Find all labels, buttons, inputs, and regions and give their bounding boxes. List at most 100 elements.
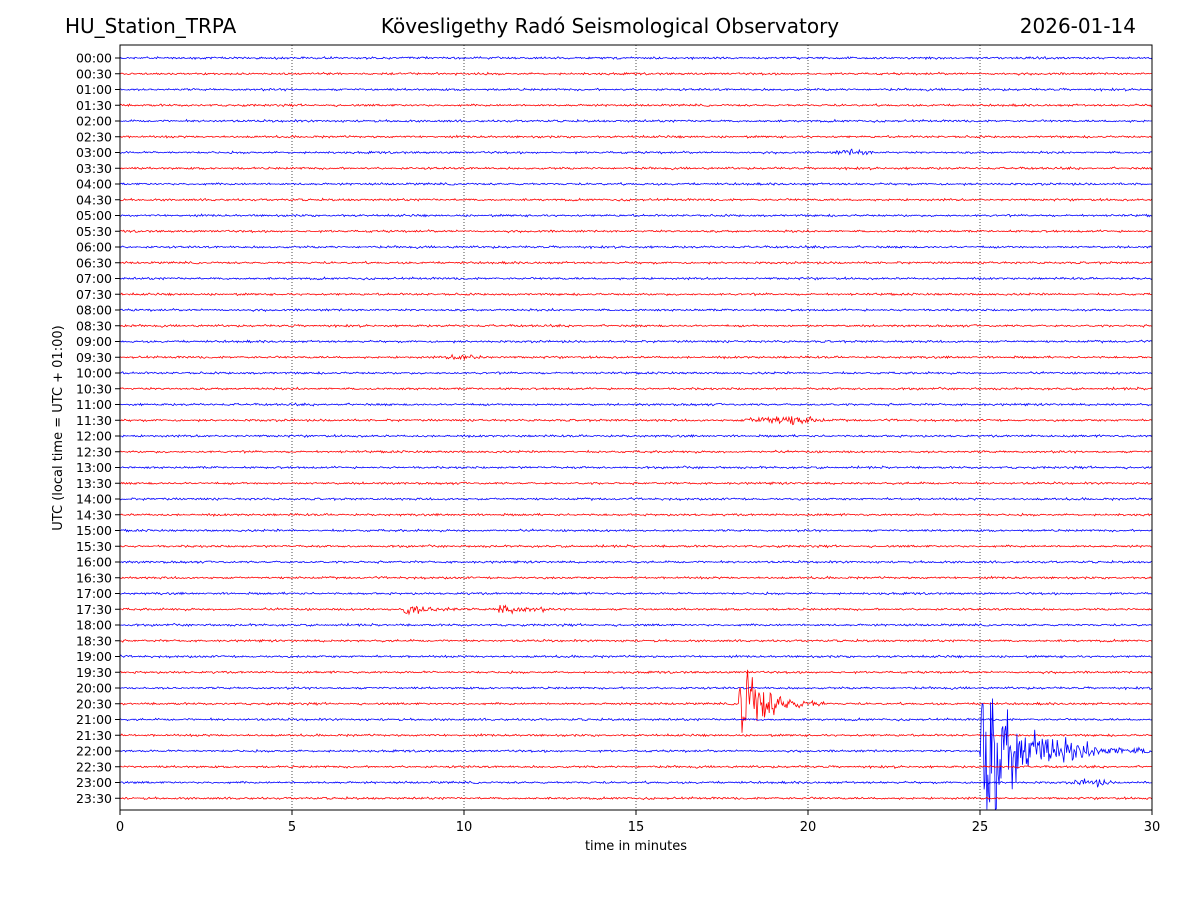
row-time-label: 11:00: [76, 397, 112, 412]
row-time-label: 23:00: [76, 775, 112, 790]
row-time-label: 06:30: [76, 255, 112, 270]
trace-row: [120, 670, 1153, 675]
row-time-label: 01:30: [76, 98, 112, 113]
observatory-title: Kövesligethy Radó Seismological Observat…: [380, 14, 840, 38]
trace-row: [119, 638, 1153, 643]
trace-row: [119, 276, 1153, 281]
trace-row: [119, 591, 1152, 596]
y-axis-label: UTC (local time = UTC + 01:00): [51, 325, 66, 530]
trace-row: [119, 103, 1153, 108]
trace-row: [119, 415, 1153, 426]
trace-row: [119, 323, 1153, 329]
row-time-label: 12:00: [76, 429, 112, 444]
row-time-label: 02:30: [76, 129, 112, 144]
y-tick-layer: 00:0000:3001:0001:3002:0002:3003:0003:30…: [76, 51, 120, 806]
row-time-label: 01:00: [76, 82, 112, 97]
row-time-label: 05:00: [76, 208, 112, 223]
row-time-label: 15:30: [76, 539, 112, 554]
trace-row: [119, 307, 1153, 313]
trace-row: [119, 370, 1153, 376]
trace-row: [119, 796, 1153, 801]
date-title: 2026-01-14: [1019, 14, 1136, 38]
row-time-label: 09:30: [76, 350, 112, 365]
trace-row: [119, 118, 1153, 123]
trace-row: [119, 559, 1153, 565]
trace-row: [119, 71, 1152, 77]
row-time-label: 08:00: [76, 303, 112, 318]
row-time-label: 15:00: [76, 523, 112, 538]
trace-row: [119, 764, 1153, 770]
row-time-label: 13:00: [76, 460, 112, 475]
trace-row: [119, 654, 1153, 659]
x-tick-label: 25: [972, 820, 989, 835]
row-time-label: 05:30: [76, 224, 112, 239]
row-time-label: 21:00: [76, 712, 112, 727]
trace-row: [119, 481, 1153, 486]
trace-row: [119, 166, 1153, 171]
row-time-label: 04:00: [76, 177, 112, 192]
station-title: HU_Station_TRPA: [65, 14, 237, 38]
row-time-label: 11:30: [76, 413, 112, 428]
row-time-label: 07:30: [76, 287, 112, 302]
row-time-label: 02:00: [76, 114, 112, 129]
trace-row: [119, 353, 1153, 361]
row-time-label: 04:30: [76, 192, 112, 207]
row-time-label: 19:00: [76, 649, 112, 664]
row-time-label: 00:30: [76, 66, 112, 81]
trace-row: [119, 512, 1153, 517]
trace-row: [119, 244, 1153, 250]
trace-row: [119, 433, 1153, 439]
trace-row: [119, 181, 1153, 187]
row-time-label: 16:30: [76, 570, 112, 585]
row-time-label: 20:30: [76, 696, 112, 711]
trace-row: [119, 497, 1153, 502]
row-time-label: 21:30: [76, 728, 112, 743]
x-tick-label: 5: [288, 820, 296, 835]
trace-row: [119, 386, 1153, 391]
x-axis-label: time in minutes: [585, 839, 687, 854]
trace-row: [119, 402, 1153, 407]
row-time-label: 12:30: [76, 444, 112, 459]
row-time-label: 16:00: [76, 555, 112, 570]
row-time-label: 03:30: [76, 161, 112, 176]
trace-row: [119, 292, 1153, 297]
row-time-label: 10:00: [76, 366, 112, 381]
row-time-label: 06:00: [76, 240, 112, 255]
trace-row: [119, 732, 1153, 738]
trace-row: [119, 229, 1153, 234]
x-tick-label: 20: [800, 820, 817, 835]
row-time-label: 03:00: [76, 145, 112, 160]
trace-row: [119, 55, 1153, 61]
row-time-label: 17:30: [76, 602, 112, 617]
x-tick-label: 30: [1144, 820, 1161, 835]
trace-row: [119, 465, 1153, 470]
row-time-label: 20:00: [76, 681, 112, 696]
trace-row: [119, 543, 1153, 549]
row-time-label: 22:30: [76, 759, 112, 774]
trace-row: [119, 604, 1152, 616]
trace-row: [119, 717, 1153, 722]
row-time-label: 23:30: [76, 791, 112, 806]
trace-row: [119, 449, 1153, 454]
trace-row: [119, 148, 1153, 156]
row-time-label: 10:30: [76, 381, 112, 396]
trace-row: [119, 778, 1153, 788]
row-time-label: 17:00: [76, 586, 112, 601]
row-time-label: 14:00: [76, 492, 112, 507]
row-time-label: 18:30: [76, 633, 112, 648]
row-time-label: 00:00: [76, 51, 112, 66]
row-time-label: 19:30: [76, 665, 112, 680]
trace-layer: [119, 55, 1153, 810]
trace-row: [119, 685, 1152, 691]
trace-row: [119, 197, 1153, 202]
row-time-label: 13:30: [76, 476, 112, 491]
x-tick-label: 10: [456, 820, 473, 835]
trace-row: [119, 213, 1153, 218]
row-time-label: 08:30: [76, 318, 112, 333]
trace-row: [119, 339, 1153, 344]
row-time-label: 18:00: [76, 618, 112, 633]
x-tick-label: 15: [628, 820, 645, 835]
trace-row: [119, 575, 1153, 580]
